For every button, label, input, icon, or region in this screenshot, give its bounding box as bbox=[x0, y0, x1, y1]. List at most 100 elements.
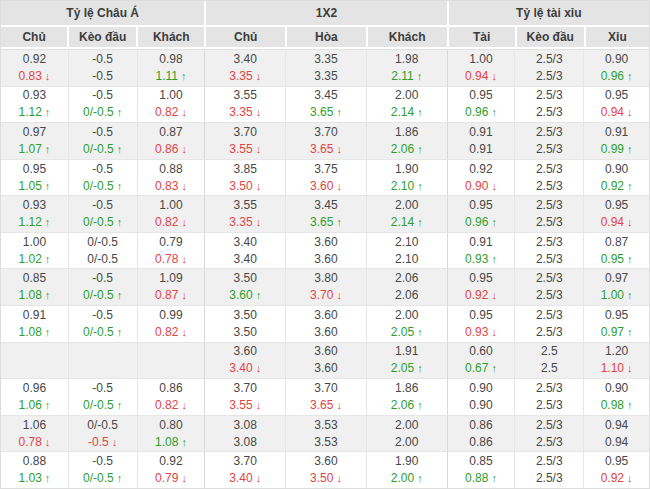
odds-cell: 2.062.06 bbox=[367, 269, 448, 305]
up-arrow-icon: ↑ bbox=[117, 289, 123, 301]
odds-bottom-value: 2.14↑ bbox=[391, 215, 423, 230]
up-arrow-icon: ↑ bbox=[417, 326, 423, 338]
odds-bottom-value: 3.65↑ bbox=[310, 105, 342, 120]
odds-bottom-value: 3.60 bbox=[314, 361, 337, 376]
odds-top-value: -0.5 bbox=[92, 454, 113, 469]
odds-top-value: 2.5/3 bbox=[536, 52, 563, 67]
odds-cell: 0.851.08↑ bbox=[1, 269, 69, 305]
up-arrow-icon: ↑ bbox=[491, 216, 497, 228]
odds-bottom-value: 2.06↑ bbox=[391, 398, 423, 413]
down-arrow-icon: ↓ bbox=[256, 143, 262, 155]
odds-top-value: 0.95 bbox=[469, 308, 492, 323]
odds-row: 0.931.12↑-0.50/-0.5↑1.000.82↓3.553.35↓3.… bbox=[1, 87, 649, 124]
odds-cell: 3.403.40 bbox=[205, 233, 286, 269]
odds-top-value: 3.45 bbox=[314, 88, 337, 103]
odds-bottom-value: 0.92↓ bbox=[465, 288, 497, 303]
down-arrow-icon: ↓ bbox=[491, 326, 497, 338]
odds-cell: 3.853.50↓ bbox=[205, 160, 286, 196]
odds-cell: 0.981.11↑ bbox=[138, 50, 206, 86]
odds-bottom-value: 0.99↑ bbox=[601, 142, 633, 157]
up-arrow-icon: ↑ bbox=[256, 289, 262, 301]
odds-top-value: 3.40 bbox=[234, 52, 257, 67]
odds-top-value: 3.53 bbox=[314, 418, 337, 433]
down-arrow-icon: ↓ bbox=[256, 106, 262, 118]
odds-bottom-value: 2.5/3 bbox=[536, 105, 563, 120]
odds-top-value: 2.5/3 bbox=[536, 88, 563, 103]
odds-bottom-value: 3.50 bbox=[234, 325, 257, 340]
odds-row: 0.881.03↑-0.50/-0.5↑0.920.79↓3.703.40↓3.… bbox=[1, 452, 649, 488]
odds-top-value: 2.5/3 bbox=[536, 235, 563, 250]
odds-cell: 1.982.11↑ bbox=[367, 50, 448, 86]
odds-cell: 0.931.12↑ bbox=[1, 196, 69, 232]
odds-cell bbox=[138, 343, 206, 379]
odds-cell: 0.900.96↑ bbox=[584, 50, 649, 86]
odds-cell: 3.40 3.35↓ bbox=[205, 50, 286, 86]
odds-bottom-value: 0.88↑ bbox=[465, 471, 497, 486]
odds-row: 0.920.83↓-0.5-0.50.981.11↑3.403.35↓3.353… bbox=[1, 50, 649, 87]
odds-top-value: 3.85 bbox=[234, 162, 257, 177]
odds-cell: 3.553.35↓ bbox=[205, 87, 286, 123]
odds-bottom-value: 3.65↓ bbox=[310, 398, 342, 413]
down-arrow-icon: ↓ bbox=[491, 70, 497, 82]
subheader-1x2-draw: Hòa bbox=[287, 27, 366, 47]
odds-bottom-value: 0.92↑ bbox=[601, 179, 633, 194]
odds-top-value: 0.98 bbox=[159, 52, 182, 67]
odds-cell: 0.881.03↑ bbox=[1, 452, 69, 488]
odds-bottom-value: 0.96↑ bbox=[465, 105, 497, 120]
odds-cell: 0.870.86↓ bbox=[138, 123, 206, 159]
odds-top-value: 0.95 bbox=[469, 198, 492, 213]
odds-top-value: 0/-0.5 bbox=[87, 418, 118, 433]
odds-table-header: Tỷ lệ Châu Á 1X2 Tỷ lệ tài xỉu Chủ Kèo đ… bbox=[1, 1, 649, 50]
odds-cell: 0.950.96↑ bbox=[448, 87, 516, 123]
odds-bottom-value: 0.67↑ bbox=[465, 361, 497, 376]
up-arrow-icon: ↑ bbox=[45, 216, 51, 228]
odds-bottom-value: 2.5/3 bbox=[536, 142, 563, 157]
subheader-ou-over: Tài bbox=[449, 27, 515, 47]
odds-top-value: 3.70 bbox=[234, 381, 257, 396]
up-arrow-icon: ↑ bbox=[45, 106, 51, 118]
up-arrow-icon: ↑ bbox=[417, 70, 423, 82]
odds-bottom-value: 1.03↑ bbox=[18, 471, 50, 486]
down-arrow-icon: ↓ bbox=[181, 253, 187, 265]
odds-bottom-value: 1.08↑ bbox=[155, 435, 187, 450]
odds-bottom-value: 0.82↓ bbox=[155, 325, 187, 340]
odds-cell: -0.50/-0.5↑ bbox=[69, 87, 138, 123]
odds-top-value: 0.92 bbox=[23, 52, 46, 67]
odds-cell: 3.603.50↓ bbox=[286, 452, 367, 488]
odds-top-value: 0.96 bbox=[23, 381, 46, 396]
up-arrow-icon: ↑ bbox=[45, 143, 51, 155]
odds-top-value: 0.79 bbox=[159, 235, 182, 250]
odds-bottom-value: 2.5/3 bbox=[536, 179, 563, 194]
down-arrow-icon: ↓ bbox=[336, 399, 342, 411]
odds-top-value: 2.00 bbox=[395, 88, 418, 103]
odds-cell: 2.5/32.5/3 bbox=[515, 379, 584, 415]
odds-cell: -0.50/-0.5↑ bbox=[69, 379, 138, 415]
odds-cell: 2.5/32.5/3 bbox=[515, 452, 584, 488]
odds-bottom-value: 0.82↓ bbox=[155, 105, 187, 120]
down-arrow-icon: ↓ bbox=[45, 70, 51, 82]
odds-bottom-value: 3.65↓ bbox=[310, 142, 342, 157]
odds-top-value: 0.85 bbox=[469, 454, 492, 469]
odds-cell: 3.603.60 bbox=[286, 343, 367, 379]
odds-bottom-value: 0/-0.5↑ bbox=[83, 398, 122, 413]
header-group-1x2: 1X2 bbox=[206, 1, 446, 25]
down-arrow-icon: ↓ bbox=[256, 216, 262, 228]
odds-top-value: 3.35 bbox=[314, 52, 337, 67]
up-arrow-icon: ↑ bbox=[181, 436, 187, 448]
odds-top-value: 0.87 bbox=[159, 125, 182, 140]
odds-cell: 2.5/32.5/3 bbox=[515, 416, 584, 452]
odds-cell: 0.940.94 bbox=[584, 416, 649, 452]
odds-cell: 0.950.97↑ bbox=[584, 306, 649, 342]
odds-bottom-value: 3.35↓ bbox=[229, 69, 261, 84]
up-arrow-icon: ↑ bbox=[417, 216, 423, 228]
odds-cell: 1.000.94↓ bbox=[448, 50, 516, 86]
odds-bottom-value: 0.94 bbox=[605, 435, 628, 450]
down-arrow-icon: ↓ bbox=[181, 399, 187, 411]
odds-bottom-value: 3.35↓ bbox=[229, 215, 261, 230]
up-arrow-icon: ↑ bbox=[491, 362, 497, 374]
odds-cell: 2.5/32.5/3 bbox=[515, 233, 584, 269]
up-arrow-icon: ↑ bbox=[336, 106, 342, 118]
odds-cell: 3.703.55↓ bbox=[205, 379, 286, 415]
down-arrow-icon: ↓ bbox=[181, 180, 187, 192]
up-arrow-icon: ↑ bbox=[627, 143, 633, 155]
